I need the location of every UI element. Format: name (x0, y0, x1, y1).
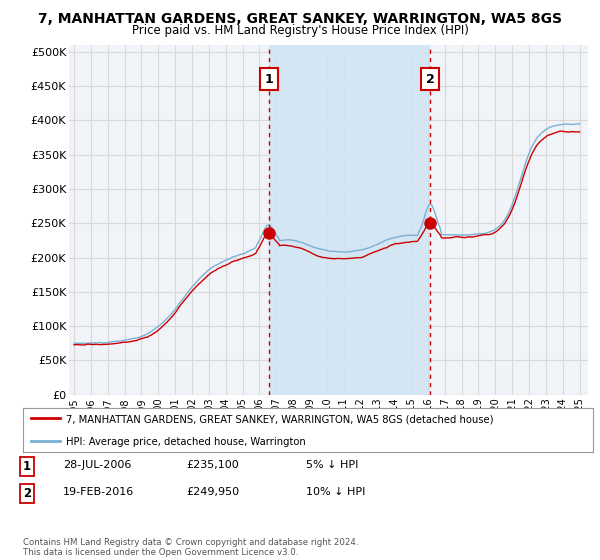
Text: 1: 1 (265, 73, 274, 86)
Text: 10% ↓ HPI: 10% ↓ HPI (306, 487, 365, 497)
Text: HPI: Average price, detached house, Warrington: HPI: Average price, detached house, Warr… (65, 437, 305, 447)
Text: 28-JUL-2006: 28-JUL-2006 (63, 460, 131, 470)
Text: Price paid vs. HM Land Registry's House Price Index (HPI): Price paid vs. HM Land Registry's House … (131, 24, 469, 36)
Text: Contains HM Land Registry data © Crown copyright and database right 2024.
This d: Contains HM Land Registry data © Crown c… (23, 538, 358, 557)
Text: 2: 2 (23, 487, 31, 500)
Text: 7, MANHATTAN GARDENS, GREAT SANKEY, WARRINGTON, WA5 8GS (detached house): 7, MANHATTAN GARDENS, GREAT SANKEY, WARR… (65, 415, 493, 425)
Text: 7, MANHATTAN GARDENS, GREAT SANKEY, WARRINGTON, WA5 8GS: 7, MANHATTAN GARDENS, GREAT SANKEY, WARR… (38, 12, 562, 26)
Text: £249,950: £249,950 (186, 487, 239, 497)
Bar (269, 45, 430, 395)
Text: 2: 2 (425, 73, 434, 86)
Text: 1: 1 (23, 460, 31, 473)
Text: 19-FEB-2016: 19-FEB-2016 (63, 487, 134, 497)
Text: 5% ↓ HPI: 5% ↓ HPI (306, 460, 358, 470)
Text: £235,100: £235,100 (186, 460, 239, 470)
